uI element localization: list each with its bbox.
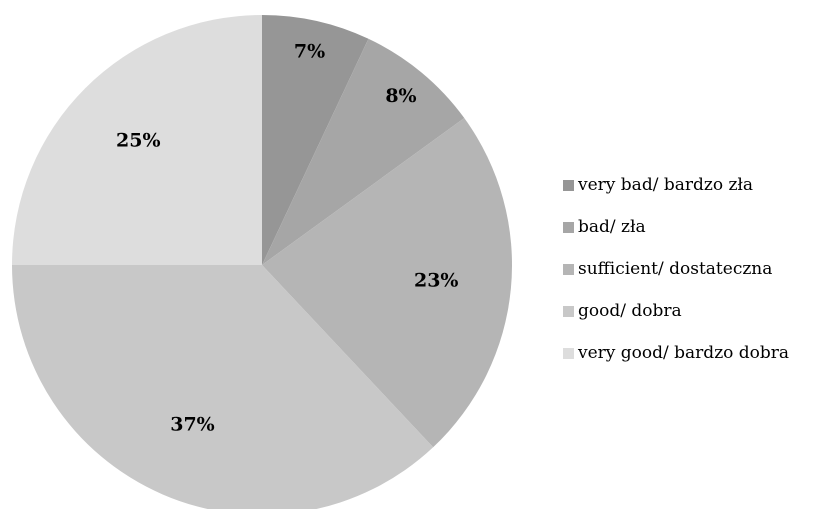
legend-swatch-1 [563,221,574,233]
legend-swatch-3 [563,305,574,317]
legend-label-2: sufficient/ dostateczna [578,259,773,279]
data-label-1: 8% [385,85,416,107]
legend-label-4: very good/ bardzo dobra [578,343,790,363]
pie-slice-1 [262,38,465,265]
legend-item-3: good/ dobra [563,296,789,326]
pie-slice-4 [12,15,262,265]
legend-label-0: very bad/ bardzo zła [578,175,754,195]
legend-swatch-0 [563,179,574,191]
data-label-0: 7% [294,40,325,62]
legend-item-0: very bad/ bardzo zła [563,170,789,200]
data-label-3: 37% [170,414,215,436]
legend-swatch-4 [563,347,574,359]
legend-label-3: good/ dobra [578,301,682,321]
pie-slice-3 [12,265,434,509]
legend-item-1: bad/ zła [563,212,789,242]
data-label-4: 25% [116,129,161,151]
pie-slice-2 [262,118,512,448]
legend-item-2: sufficient/ dostateczna [563,254,789,284]
chart-legend: very bad/ bardzo zła bad/ zła sufficient/ … [563,170,789,380]
legend-swatch-2 [563,263,574,275]
data-label-2: 23% [414,269,459,291]
pie-slice-0 [262,15,369,265]
legend-label-1: bad/ zła [578,217,646,237]
legend-item-4: very good/ bardzo dobra [563,338,789,368]
